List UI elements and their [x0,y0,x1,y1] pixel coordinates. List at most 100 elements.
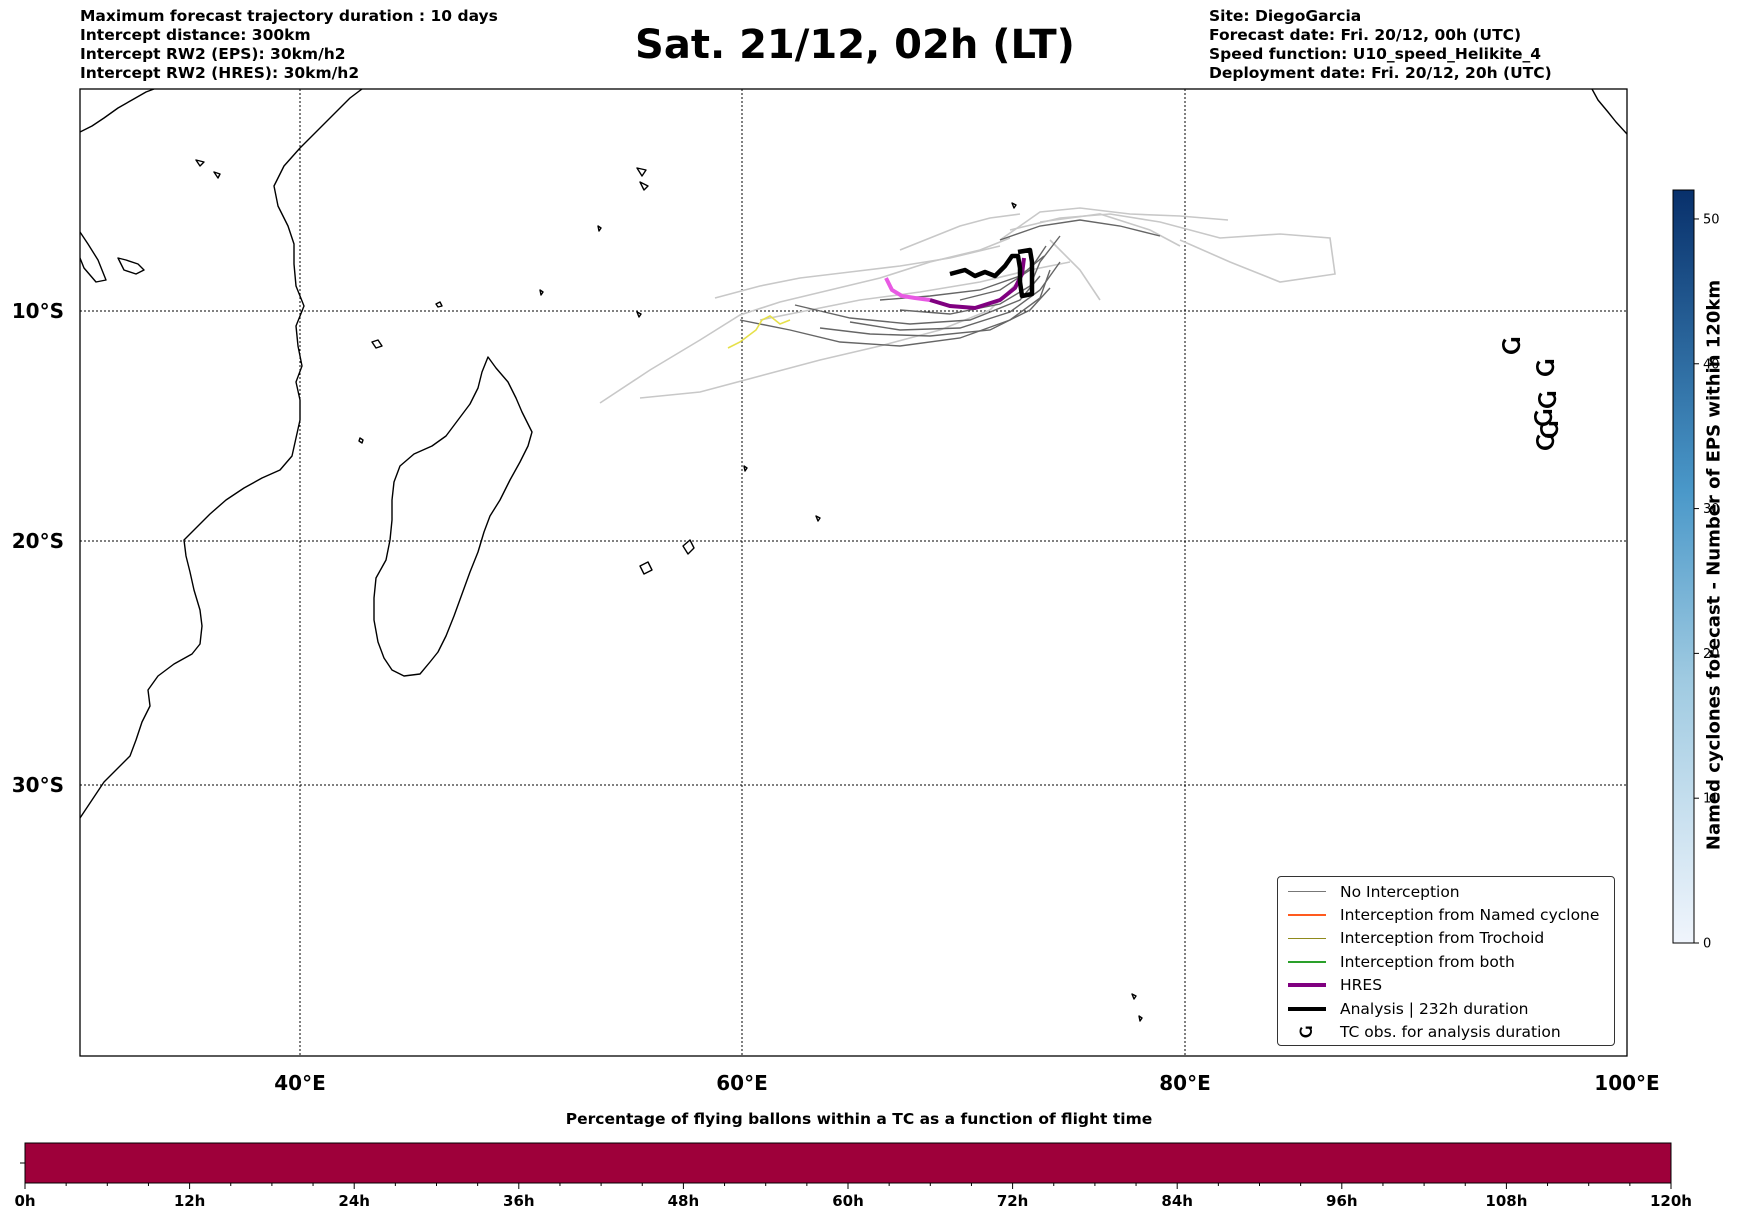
eps-track [639,279,1021,399]
socotra [117,257,145,275]
colorbar-ticks: 0 10 20 30 40 50 [1694,212,1720,952]
info-line: Deployment date: Fri. 20/12, 20h (UTC) [1209,64,1552,82]
arabia-coast [80,89,155,133]
eps-track [739,269,1051,347]
seychelles-1 [435,301,443,308]
tc-obs-icon: Ⴚ [1535,433,1560,451]
legend-item: Analysis | 232h duration [1278,997,1614,1020]
info-line: Intercept RW2 (EPS): 30km/h2 [80,45,346,63]
legend-label: TC obs. for analysis duration [1340,1023,1561,1042]
hres-early-track [884,277,931,302]
colorbar-tick-label: 0 [1703,937,1711,952]
diego-garcia-region [1011,202,1017,209]
legend-item: HRES [1278,974,1614,997]
eps-track [999,207,1229,241]
info-line: Forecast date: Fri. 20/12, 00h (UTC) [1209,26,1522,44]
site-info: Site: DiegoGarcia Forecast date: Fri. 20… [1209,7,1552,83]
legend-label: No Interception [1340,882,1460,901]
coastlines [80,89,1627,1022]
maldives [636,167,649,191]
map-title: Sat. 21/12, 02h (LT) [635,22,1075,68]
flight-time-minor-ticks [65,1183,1631,1186]
lat-tick-label: 10°S [12,299,64,323]
tc-obs-icon: Ⴚ [1539,421,1564,439]
legend: No Interception Interception from Named … [1277,876,1615,1046]
graticule [80,89,1627,1056]
legend-swatch [1288,937,1326,940]
africa-coast [80,89,363,819]
legend-item: Interception from Trochoid [1278,927,1614,950]
eps-track [849,261,1061,331]
colorbar-label: Named cyclones forecast - Number of EPS … [1703,279,1725,851]
colorbar-tick-label: 30 [1703,502,1720,517]
legend-item: Interception from Named cyclone [1278,903,1614,926]
flight-time-tick-label: 36h [503,1192,535,1210]
forecast-settings: Maximum forecast trajectory duration : 1… [80,7,498,83]
agalega [636,311,642,318]
flight-time-tick-label: 108h [1485,1192,1527,1210]
comoros [358,437,364,444]
eps-track [899,235,1061,315]
eps-track [819,287,1051,337]
flight-time-tick-label: 84h [1161,1192,1193,1210]
info-line: Intercept distance: 300km [80,26,311,44]
eps-track [959,245,1047,301]
tc-obs-icon: Ⴚ [1298,1025,1316,1039]
eps-track [1049,239,1101,301]
info-line: Speed function: U10_speed_Helikite_4 [1209,45,1542,63]
legend-swatch [1288,961,1326,963]
arabia-east [80,231,107,283]
aldabra [371,339,383,349]
colorbar-tick-label: 10 [1703,792,1720,807]
tc-obs-icon: Ⴚ [1533,409,1558,427]
flight-time-title: Percentage of flying ballons within a TC… [565,1110,1153,1128]
legend-label: HRES [1340,976,1383,995]
cyclone-colorbar: 0 10 20 30 40 50 [1672,189,1720,952]
trochoid-intercept-track [727,315,791,349]
legend-swatch [1288,1006,1326,1011]
legend-label: Interception from both [1340,952,1515,971]
eps-track [999,219,1161,241]
flight-time-tick-label: 60h [832,1192,864,1210]
flight-time-tick-label: 72h [997,1192,1029,1210]
lon-tick-label: 60°E [716,1071,768,1095]
eps-track [899,213,1021,251]
legend-label: Interception from Named cyclone [1340,906,1600,925]
legend-swatch [1288,891,1326,893]
tc-obs-icon: Ⴚ [1537,391,1562,409]
flight-time-ticks: 0h 12h 24h 36h 48h 60h 72h 84h 96h 108h 120h [14,1183,1692,1210]
tc-obs-icon: Ⴚ [1535,359,1560,377]
flight-time-tick-label: 24h [338,1192,370,1210]
colorbar-tick-label: 40 [1703,357,1720,372]
info-line: Intercept RW2 (HRES): 30km/h2 [80,64,360,82]
legend-swatch [1288,983,1326,988]
lon-tick-label: 80°E [1159,1071,1211,1095]
flight-time-bar: 0h 12h 24h 36h 48h 60h 72h 84h 96h 108h 120h [14,1142,1692,1210]
flight-time-tick-label: 96h [1326,1192,1358,1210]
legend-label: Analysis | 232h duration [1340,999,1529,1018]
indonesia-tip [1591,89,1627,135]
reunion-island [639,561,653,575]
flight-time-tick-label: 12h [174,1192,206,1210]
analysis-track [949,247,1035,299]
legend-item: Ⴚ TC obs. for analysis duration [1278,1020,1614,1043]
lon-tick-label: 40°E [274,1071,326,1095]
lat-tick-label: 30°S [12,773,64,797]
eps-trajectories-light [599,207,1336,404]
small-islands [195,159,1143,1022]
tc-obs-icon: Ⴚ [1501,337,1526,355]
flight-time-fill [24,1142,1672,1184]
colorbar-tick-label: 20 [1703,647,1720,662]
colorbar-gradient [1672,189,1695,944]
tc-observations: Ⴚ Ⴚ Ⴚ Ⴚ Ⴚ Ⴚ [1501,337,1564,451]
flight-time-tick-label: 48h [668,1192,700,1210]
lat-tick-label: 20°S [12,529,64,553]
madagascar [373,356,533,677]
legend-item: Interception from both [1278,950,1614,973]
axis-labels: 40°E 60°E 80°E 100°E 10°S 20°S 30°S [12,299,1660,1095]
eps-track [714,245,1001,299]
legend-label: Interception from Trochoid [1340,929,1545,948]
lon-tick-label: 100°E [1594,1071,1659,1095]
info-line: Site: DiegoGarcia [1209,7,1362,25]
eps-track [1039,213,1181,247]
